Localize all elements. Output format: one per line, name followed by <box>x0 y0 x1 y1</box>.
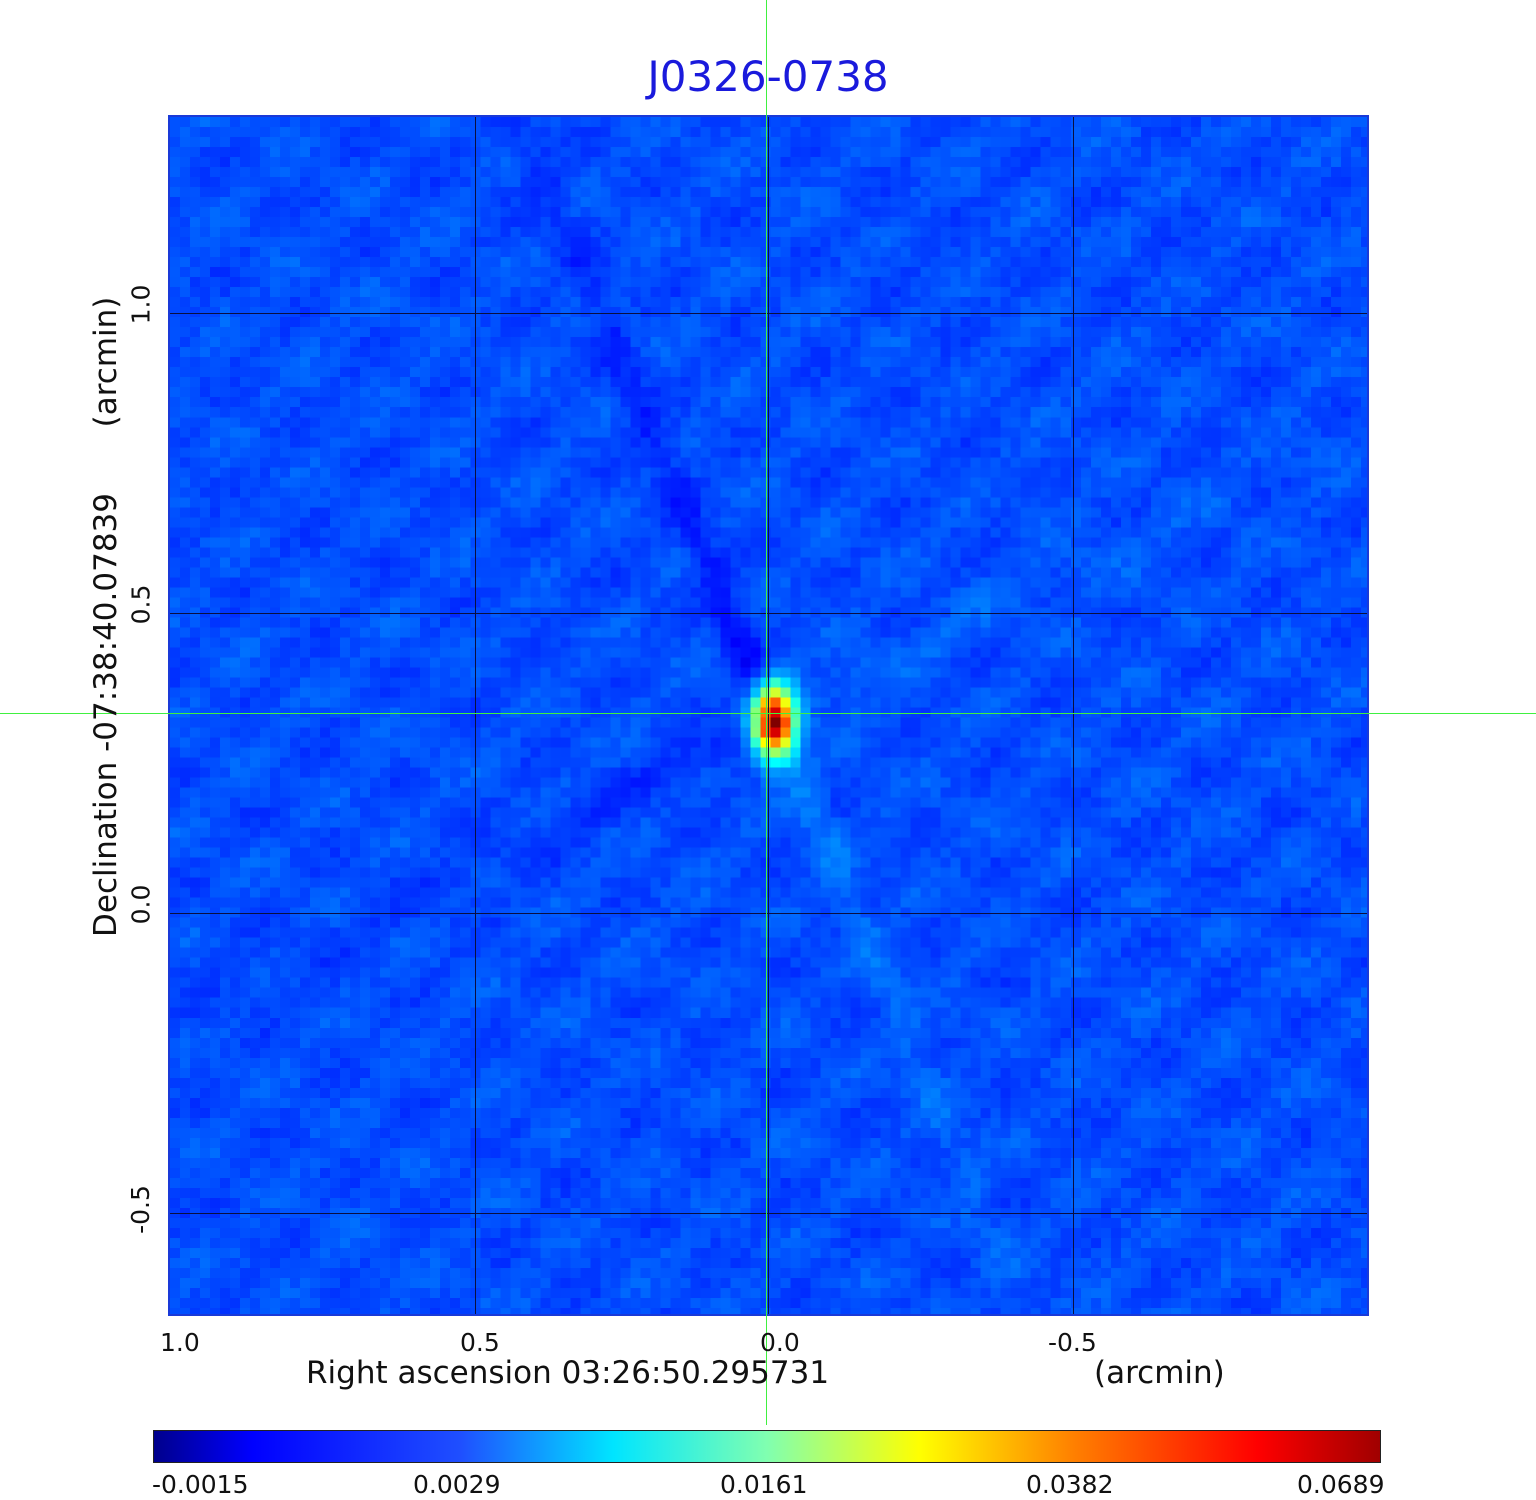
crosshair-horizontal <box>0 713 1536 714</box>
y-tick-label: 1.0 <box>126 284 156 325</box>
grid-line-x-0.0 <box>768 117 769 1314</box>
colorbar-tick-label: 0.0689 <box>1297 1470 1385 1499</box>
grid-line-y-0.0 <box>170 913 1367 914</box>
colorbar-tick-label: 0.0161 <box>720 1470 808 1499</box>
y-tick-label: -0.5 <box>125 1185 155 1234</box>
grid-line-y-1.0 <box>170 313 1367 314</box>
grid-line-x-neg0.5 <box>1073 117 1074 1314</box>
y-tick-label: 0.0 <box>126 884 156 925</box>
x-tick-label: 0.5 <box>460 1328 500 1357</box>
x-tick-label: 0.0 <box>760 1328 800 1357</box>
grid-line-y-0.5 <box>170 613 1367 614</box>
x-tick-label: -0.5 <box>1048 1328 1097 1357</box>
intensity-map <box>170 117 1367 1314</box>
x-axis-label: Right ascension 03:26:50.295731 <box>306 1355 830 1391</box>
grid-line-x-0.5 <box>475 117 476 1314</box>
y-axis-label: Declination -07:38:40.07839 <box>88 493 124 937</box>
x-tick-label: 1.0 <box>160 1328 200 1357</box>
y-axis-unit: (arcmin) <box>88 296 124 428</box>
colorbar-tick-label: 0.0029 <box>413 1470 501 1499</box>
colorbar-tick-label: -0.0015 <box>152 1470 249 1499</box>
crosshair-vertical <box>766 0 767 1425</box>
radio-image-panel[interactable] <box>168 115 1369 1316</box>
x-axis-unit: (arcmin) <box>1094 1355 1225 1391</box>
grid-line-y-neg0.5 <box>170 1213 1367 1214</box>
colorbar-tick-label: 0.0382 <box>1026 1470 1114 1499</box>
y-tick-label: 0.5 <box>126 584 156 625</box>
image-title: J0326-0738 <box>647 52 889 101</box>
colorbar <box>153 1430 1381 1463</box>
